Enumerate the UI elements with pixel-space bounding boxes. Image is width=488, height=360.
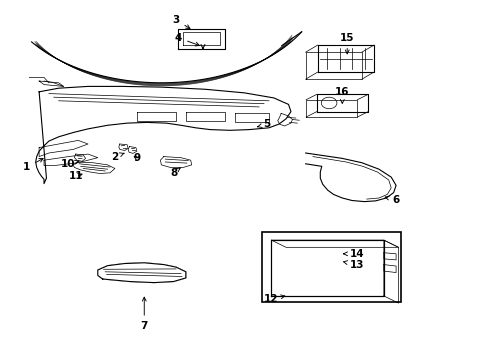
- Text: 16: 16: [334, 87, 349, 103]
- Text: 4: 4: [174, 33, 199, 46]
- Text: 5: 5: [257, 119, 269, 129]
- Polygon shape: [271, 240, 383, 296]
- Text: 6: 6: [385, 195, 399, 205]
- Text: 13: 13: [343, 260, 364, 270]
- Polygon shape: [271, 240, 383, 296]
- Polygon shape: [185, 112, 224, 121]
- Text: 11: 11: [68, 171, 83, 181]
- Polygon shape: [98, 263, 185, 283]
- Text: 15: 15: [339, 33, 354, 54]
- Text: 8: 8: [170, 168, 180, 178]
- Text: 9: 9: [133, 153, 140, 163]
- Polygon shape: [234, 113, 268, 122]
- Text: 1: 1: [23, 158, 43, 172]
- Text: 14: 14: [343, 249, 364, 259]
- Text: 2: 2: [111, 152, 124, 162]
- Text: 3: 3: [172, 15, 189, 28]
- Text: 10: 10: [61, 159, 79, 169]
- Text: 12: 12: [264, 294, 284, 304]
- Text: 7: 7: [140, 297, 148, 331]
- Bar: [261, 232, 400, 302]
- Polygon shape: [137, 112, 176, 121]
